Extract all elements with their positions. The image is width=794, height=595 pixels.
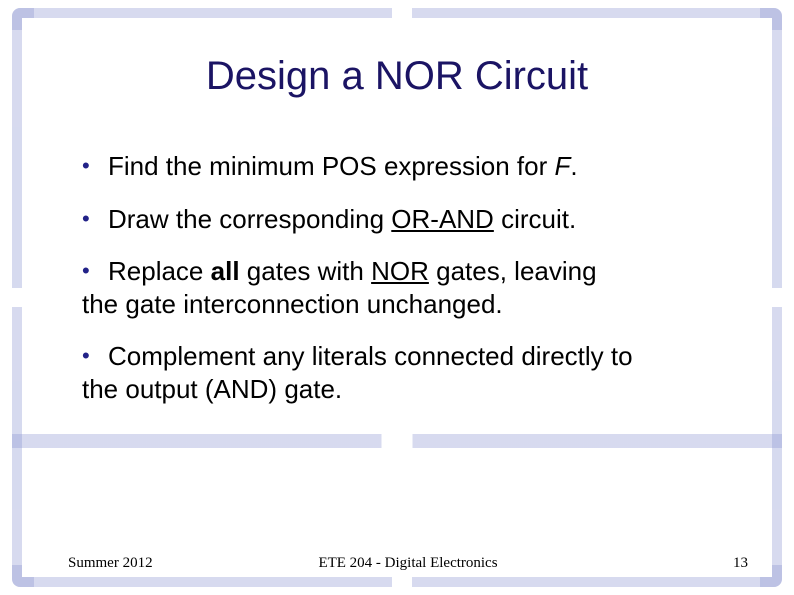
bullet-icon: •: [82, 152, 90, 180]
slide: Design a NOR Circuit • Find the minimum …: [0, 0, 794, 595]
footer-center: ETE 204 - Digital Electronics: [68, 555, 748, 572]
slide-content: • Find the minimum POS expression for F.…: [82, 150, 734, 425]
border-segment: [760, 8, 782, 288]
bullet-icon: •: [82, 342, 90, 370]
bullet-item: • Draw the corresponding OR-AND circuit.: [82, 203, 734, 236]
bullet-text: Draw the corresponding OR-AND circuit.: [108, 204, 576, 234]
border-segment: [12, 434, 782, 448]
bullet-icon: •: [82, 257, 90, 285]
bullet-item: • Replace all gates with NOR gates, leav…: [82, 255, 734, 320]
bullet-item: • Find the minimum POS expression for F.: [82, 150, 734, 183]
bullet-item: • Complement any literals connected dire…: [82, 340, 734, 405]
slide-title: Design a NOR Circuit: [0, 54, 794, 99]
footer-right: 13: [733, 555, 748, 572]
border-segment: [12, 8, 392, 30]
border-segment: [12, 8, 34, 288]
border-segment: [412, 8, 782, 30]
bullet-icon: •: [82, 205, 90, 233]
bullet-text: Find the minimum POS expression for F.: [108, 151, 578, 181]
bullet-text: Complement any literals connected direct…: [108, 341, 734, 405]
bullet-text: Replace all gates with NOR gates, leavin…: [108, 256, 734, 320]
